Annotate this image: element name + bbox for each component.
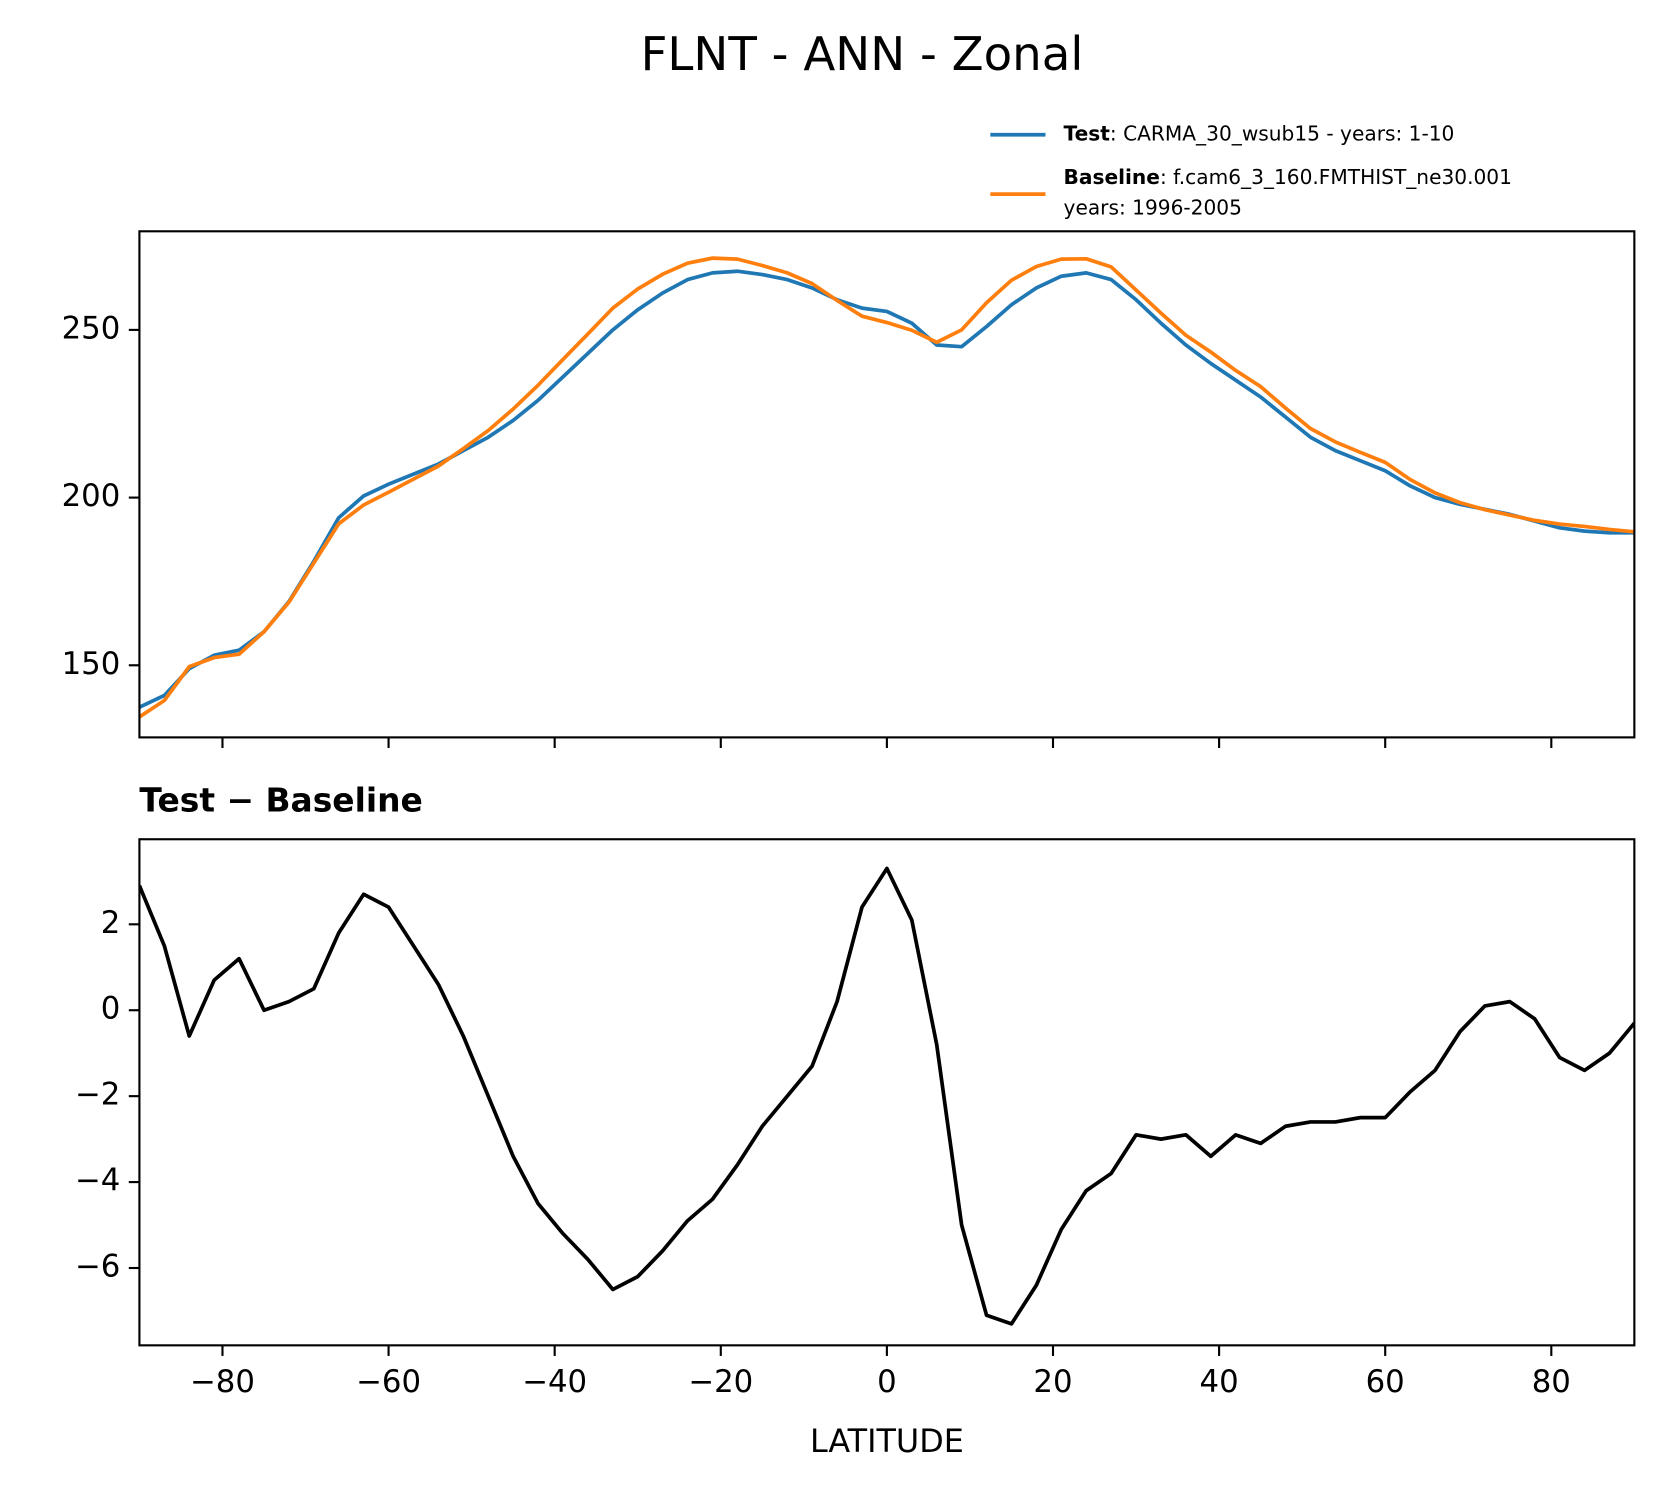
y-tick-label: 2 <box>101 905 121 941</box>
x-tick-label: −40 <box>522 1364 587 1400</box>
data-line <box>139 256 1635 719</box>
x-tick-label: 80 <box>1532 1364 1571 1400</box>
x-tick-label: 60 <box>1366 1364 1405 1400</box>
y-tick-label: 250 <box>62 310 121 346</box>
data-line <box>139 866 1635 1326</box>
x-tick-label: 40 <box>1200 1364 1239 1400</box>
y-tick-label: 0 <box>101 991 121 1027</box>
y-tick-label: 200 <box>62 478 121 514</box>
legend-description: years: 1996-2005 <box>1064 196 1242 220</box>
x-tick-label: −20 <box>688 1364 753 1400</box>
legend-label: Test: CARMA_30_wsub15 - years: 1-10 <box>1064 121 1455 145</box>
x-tick-label: 20 <box>1033 1364 1072 1400</box>
legend-label: Baseline: f.cam6_3_160.FMTHIST_ne30.001 <box>1064 165 1512 189</box>
legend-description: : CARMA_30_wsub15 - years: 1-10 <box>1110 121 1454 145</box>
y-tick-label: 150 <box>62 646 121 682</box>
figure-title: FLNT - ANN - Zonal <box>641 28 1084 82</box>
x-tick-label: −60 <box>356 1364 421 1400</box>
y-tick-label: −4 <box>75 1163 120 1199</box>
x-axis-label: LATITUDE <box>810 1422 964 1460</box>
legend-name: Baseline <box>1064 165 1160 189</box>
x-tick-label: −80 <box>190 1364 255 1400</box>
x-tick-label: 0 <box>877 1364 897 1400</box>
panel-title: Test − Baseline <box>139 781 422 820</box>
legend-description: : f.cam6_3_160.FMTHIST_ne30.001 <box>1160 165 1512 189</box>
data-line <box>139 269 1635 709</box>
y-tick-label: −6 <box>75 1249 120 1285</box>
y-tick-label: −2 <box>75 1077 120 1113</box>
legend-name: Test <box>1064 121 1111 145</box>
